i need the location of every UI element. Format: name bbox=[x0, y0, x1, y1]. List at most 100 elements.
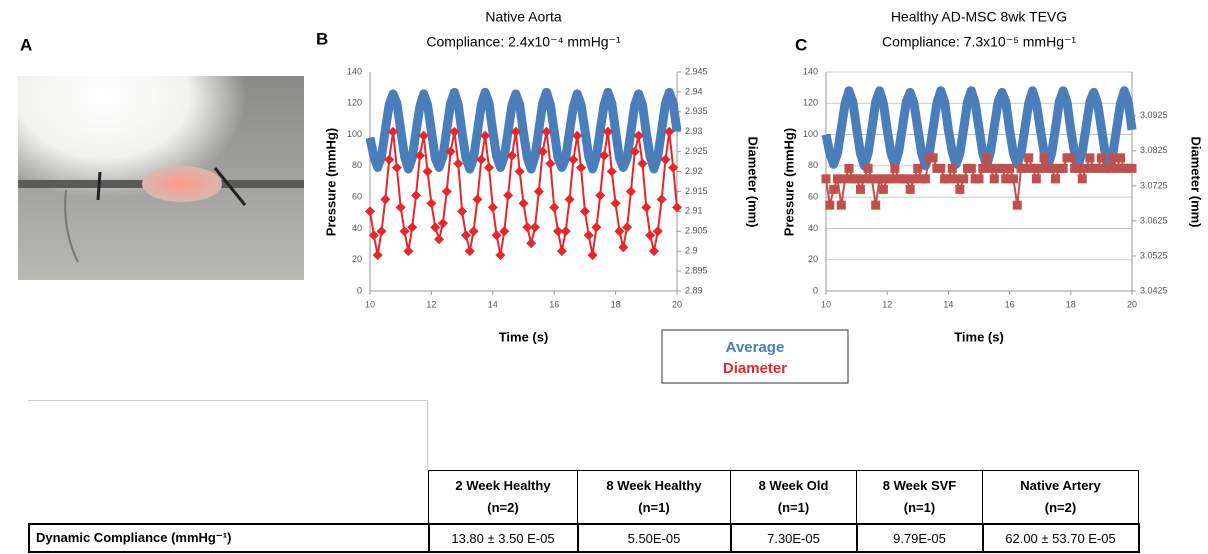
marker bbox=[1104, 163, 1114, 173]
marker bbox=[395, 202, 406, 213]
marker bbox=[1116, 153, 1126, 163]
x-tick-label: 12 bbox=[882, 299, 892, 309]
column-header: 8 Week Old (n=1) bbox=[730, 470, 857, 525]
y2-tick-label: 2.9 bbox=[685, 246, 698, 256]
marker bbox=[495, 250, 506, 261]
header-text: (n=1) bbox=[903, 500, 936, 515]
marker bbox=[920, 174, 930, 184]
marker bbox=[430, 222, 441, 233]
marker bbox=[890, 163, 900, 173]
marker bbox=[368, 230, 379, 241]
marker bbox=[652, 226, 663, 237]
marker bbox=[905, 184, 915, 194]
marker bbox=[829, 184, 839, 194]
marker bbox=[530, 222, 541, 233]
marker bbox=[606, 166, 617, 177]
marker bbox=[572, 130, 583, 141]
marker bbox=[545, 158, 556, 169]
marker bbox=[867, 174, 877, 184]
y2-axis-label: Diameter (mm) bbox=[746, 136, 761, 227]
marker bbox=[951, 174, 961, 184]
x-tick-label: 20 bbox=[672, 299, 682, 309]
photo bbox=[18, 76, 304, 280]
marker bbox=[418, 130, 429, 141]
chart-subtitle: Compliance: 7.3x10⁻⁵ mmHg⁻¹ bbox=[882, 34, 1076, 50]
table-cell: 5.50E-05 bbox=[576, 523, 732, 553]
marker bbox=[602, 126, 613, 137]
marker bbox=[648, 246, 659, 257]
marker bbox=[629, 146, 640, 157]
table-cell: 9.79E-05 bbox=[855, 523, 984, 553]
marker bbox=[668, 162, 679, 173]
marker bbox=[453, 158, 464, 169]
y2-tick-label: 2.935 bbox=[685, 106, 708, 116]
marker bbox=[1012, 200, 1022, 210]
y-tick-label: 80 bbox=[808, 160, 818, 170]
column-header: 8 Week Healthy (n=1) bbox=[577, 470, 731, 525]
column-header: 2 Week Healthy (n=2) bbox=[428, 470, 578, 525]
series-line bbox=[365, 87, 682, 174]
marker bbox=[664, 126, 675, 137]
chart-subtitle: Compliance: 2.4x10⁻⁴ mmHg⁻¹ bbox=[426, 34, 621, 50]
y2-tick-label: 2.945 bbox=[685, 66, 708, 76]
marker bbox=[955, 184, 965, 194]
marker bbox=[460, 230, 471, 241]
marker bbox=[614, 226, 625, 237]
y2-tick-label: 2.93 bbox=[685, 126, 703, 136]
y2-tick-label: 2.94 bbox=[685, 86, 703, 96]
marker bbox=[1008, 174, 1018, 184]
x-tick-label: 14 bbox=[488, 299, 498, 309]
marker bbox=[576, 162, 587, 173]
header-text: (n=2) bbox=[1044, 500, 1077, 515]
marker bbox=[537, 146, 548, 157]
y2-tick-label: 2.905 bbox=[685, 226, 708, 236]
marker bbox=[599, 150, 610, 161]
marker bbox=[1073, 163, 1083, 173]
marker bbox=[1066, 153, 1076, 163]
marker bbox=[437, 218, 448, 229]
marker bbox=[1112, 163, 1122, 173]
marker bbox=[913, 163, 923, 173]
marker bbox=[656, 194, 667, 205]
header-text: (n=2) bbox=[487, 500, 519, 515]
marker bbox=[568, 154, 579, 165]
table-cell: 13.80 ± 3.50 E-05 bbox=[427, 523, 579, 553]
marker bbox=[943, 174, 953, 184]
marker bbox=[985, 163, 995, 173]
marker bbox=[840, 174, 850, 184]
y-tick-label: 40 bbox=[352, 223, 362, 233]
marker bbox=[1024, 153, 1034, 163]
marker bbox=[518, 198, 529, 209]
series-line bbox=[821, 86, 1137, 171]
marker bbox=[1058, 163, 1068, 173]
marker bbox=[553, 226, 564, 237]
x-tick-label: 16 bbox=[1005, 299, 1015, 309]
marker bbox=[1001, 174, 1011, 184]
y-tick-label: 120 bbox=[803, 98, 818, 108]
y-tick-label: 0 bbox=[357, 285, 362, 295]
marker bbox=[564, 194, 575, 205]
y-tick-label: 120 bbox=[347, 98, 362, 108]
marker bbox=[610, 198, 621, 209]
marker bbox=[825, 200, 835, 210]
y-tick-label: 80 bbox=[352, 160, 362, 170]
y2-tick-label: 3.0825 bbox=[1140, 145, 1168, 155]
marker bbox=[852, 174, 862, 184]
legend-entry: Average bbox=[726, 339, 785, 356]
marker bbox=[414, 150, 425, 161]
marker bbox=[487, 202, 498, 213]
marker bbox=[522, 222, 533, 233]
marker bbox=[445, 146, 456, 157]
table: 2 Week Healthy (n=2) 8 Week Healthy (n=1) 8 … bbox=[28, 470, 1140, 553]
x-tick-label: 14 bbox=[943, 299, 953, 309]
marker bbox=[928, 153, 938, 163]
marker bbox=[483, 162, 494, 173]
marker bbox=[1028, 163, 1038, 173]
marker bbox=[403, 246, 414, 257]
column-header: Native Artery (n=2) bbox=[982, 470, 1139, 525]
marker bbox=[1127, 163, 1137, 173]
marker bbox=[549, 202, 560, 213]
marker bbox=[480, 130, 491, 141]
marker bbox=[844, 163, 854, 173]
